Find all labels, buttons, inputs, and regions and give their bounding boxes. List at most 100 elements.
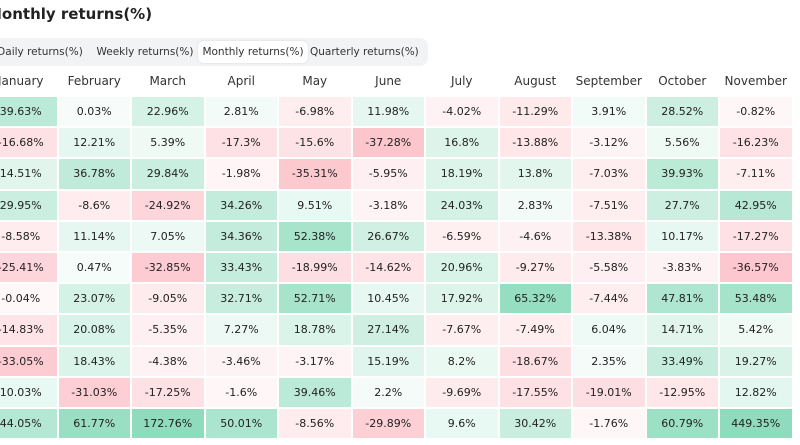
return-cell: -3.12%	[573, 128, 645, 158]
return-cell: -17.3%	[205, 128, 277, 158]
return-cell: 36.78%	[58, 159, 130, 189]
return-cell: -18.99%	[279, 253, 351, 283]
return-cell: 172.76%	[132, 409, 204, 439]
return-cell: 6.04%	[573, 315, 645, 345]
return-cell: 16.8%	[426, 128, 498, 158]
return-cell: 61.77%	[58, 409, 130, 439]
column-header: September	[575, 74, 642, 88]
return-cell: 32.71%	[205, 284, 277, 314]
return-cell: 60.79%	[646, 409, 718, 439]
column-header: July	[450, 74, 473, 88]
return-cell: 33.49%	[646, 346, 718, 376]
return-cell: -32.85%	[132, 253, 204, 283]
return-cell: -33.05%	[0, 346, 57, 376]
return-cell: -4.38%	[132, 346, 204, 376]
return-cell: -5.35%	[132, 315, 204, 345]
return-cell: 449.35%	[720, 409, 792, 439]
return-cell: -13.88%	[499, 128, 571, 158]
return-cell: -0.82%	[720, 97, 792, 127]
return-cell: -7.44%	[573, 284, 645, 314]
return-cell: 11.98%	[352, 97, 424, 127]
return-cell: 33.43%	[205, 253, 277, 283]
return-cell: -17.25%	[132, 377, 204, 407]
return-cell: -7.03%	[573, 159, 645, 189]
return-cell: 22.96%	[132, 97, 204, 127]
return-cell: -12.95%	[646, 377, 718, 407]
return-cell: -24.92%	[132, 190, 204, 220]
return-cell: 26.67%	[352, 221, 424, 251]
return-cell: 13.8%	[499, 159, 571, 189]
return-cell: 20.96%	[426, 253, 498, 283]
return-cell: 5.56%	[646, 128, 718, 158]
return-cell: -0.04%	[0, 284, 57, 314]
return-cell: 14.51%	[0, 159, 57, 189]
return-cell: 14.71%	[646, 315, 718, 345]
tab[interactable]: Daily returns(%)	[0, 46, 83, 58]
return-cell: 10.45%	[352, 284, 424, 314]
return-cell: -7.51%	[573, 190, 645, 220]
return-cell: -4.02%	[426, 97, 498, 127]
return-cell: 12.82%	[720, 377, 792, 407]
return-cell: -13.38%	[573, 221, 645, 251]
return-cell: 7.05%	[132, 221, 204, 251]
return-cell: 39.63%	[0, 97, 57, 127]
return-cell: -19.01%	[573, 377, 645, 407]
return-cell: 17.92%	[426, 284, 498, 314]
return-cell: 12.21%	[58, 128, 130, 158]
tab[interactable]: Weekly returns(%)	[96, 46, 194, 58]
return-cell: -8.56%	[279, 409, 351, 439]
return-cell: 47.81%	[646, 284, 718, 314]
return-cell: -8.6%	[58, 190, 130, 220]
return-cell: 8.2%	[426, 346, 498, 376]
column-header: November	[724, 74, 787, 88]
tab[interactable]: Quarterly returns(%)	[310, 46, 419, 58]
return-cell: 44.05%	[0, 409, 57, 439]
return-cell: 28.52%	[646, 97, 718, 127]
tab-bar: Daily returns(%) Weekly returns(%) Monthly…	[0, 38, 428, 66]
return-cell: 52.38%	[279, 221, 351, 251]
return-cell: -9.27%	[499, 253, 571, 283]
return-cell: 5.42%	[720, 315, 792, 345]
return-cell: -6.59%	[426, 221, 498, 251]
return-cell: -25.41%	[0, 253, 57, 283]
return-cell: -7.49%	[499, 315, 571, 345]
return-cell: 24.03%	[426, 190, 498, 220]
return-cell: 23.07%	[58, 284, 130, 314]
return-cell: 18.19%	[426, 159, 498, 189]
return-cell: -16.68%	[0, 128, 57, 158]
column-header: March	[149, 74, 187, 88]
return-cell: -9.05%	[132, 284, 204, 314]
return-cell: 65.32%	[499, 284, 571, 314]
return-cell: 27.14%	[352, 315, 424, 345]
return-cell: 29.84%	[132, 159, 204, 189]
return-cell: 29.95%	[0, 190, 57, 220]
return-cell: -15.6%	[279, 128, 351, 158]
return-cell: 0.47%	[58, 253, 130, 283]
return-cell: 34.26%	[205, 190, 277, 220]
return-cell: -4.6%	[499, 221, 571, 251]
return-cell: 10.03%	[0, 377, 57, 407]
column-header: October	[658, 74, 707, 88]
return-cell: -7.67%	[426, 315, 498, 345]
return-cell: -1.76%	[573, 409, 645, 439]
return-cell: -18.67%	[499, 346, 571, 376]
return-cell: 9.51%	[279, 190, 351, 220]
return-cell: 30.42%	[499, 409, 571, 439]
return-cell: 18.43%	[58, 346, 130, 376]
return-cell: 3.91%	[573, 97, 645, 127]
return-cell: 11.14%	[58, 221, 130, 251]
return-cell: -1.98%	[205, 159, 277, 189]
return-cell: -29.89%	[352, 409, 424, 439]
return-cell: -17.27%	[720, 221, 792, 251]
return-cell: 18.78%	[279, 315, 351, 345]
return-cell: -5.58%	[573, 253, 645, 283]
return-cell: -35.31%	[279, 159, 351, 189]
return-cell: -9.69%	[426, 377, 498, 407]
column-header: April	[227, 74, 255, 88]
return-cell: -5.95%	[352, 159, 424, 189]
return-cell: 7.27%	[205, 315, 277, 345]
tab[interactable]: Monthly returns(%)	[198, 41, 308, 63]
return-cell: -3.18%	[352, 190, 424, 220]
return-cell: -14.83%	[0, 315, 57, 345]
return-cell: -3.83%	[646, 253, 718, 283]
